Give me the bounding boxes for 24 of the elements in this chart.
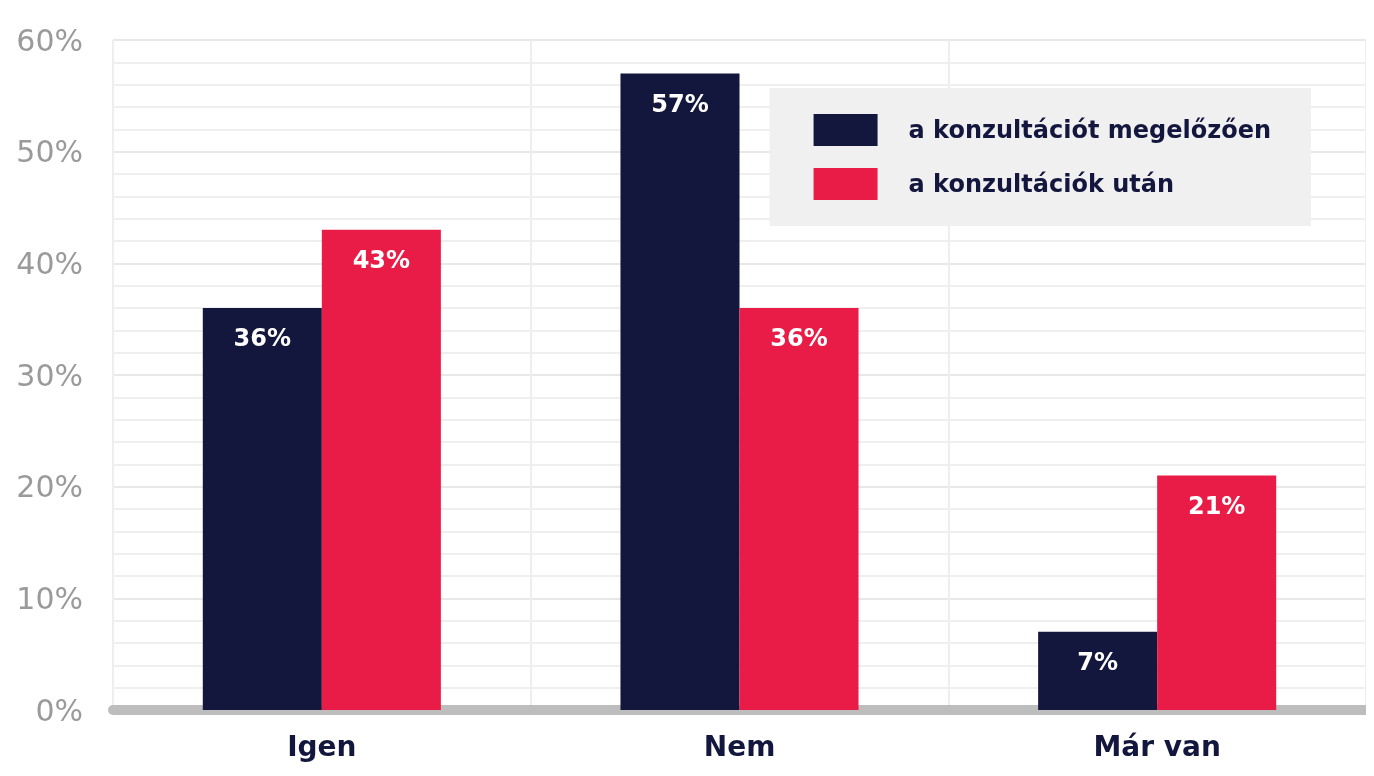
y-tick-label: 60% <box>16 22 83 58</box>
bar <box>202 308 322 710</box>
y-tick-label: 40% <box>16 245 83 281</box>
bar <box>739 308 859 710</box>
bar <box>321 229 441 710</box>
y-tick-label: 0% <box>35 692 83 728</box>
bar <box>620 73 740 710</box>
x-tick-label: Igen <box>287 729 357 763</box>
data-label: 43% <box>352 245 411 274</box>
bar <box>1038 631 1158 710</box>
data-label: 7% <box>1077 647 1119 676</box>
legend-label: a konzultációt megelőzően <box>908 116 1271 144</box>
x-tick-label: Már van <box>1093 729 1221 763</box>
bar <box>1157 475 1277 710</box>
data-label: 36% <box>770 324 828 352</box>
x-tick-label: Nem <box>703 729 776 763</box>
data-label: 36% <box>233 324 292 352</box>
data-label: 57% <box>651 89 709 118</box>
y-tick-label: 50% <box>16 134 83 170</box>
data-label: 21% <box>1187 491 1246 520</box>
legend-label: a konzultációk után <box>908 170 1175 198</box>
y-tick-label: 10% <box>16 580 83 616</box>
y-tick-label: 20% <box>16 469 83 505</box>
y-tick-label: 30% <box>16 357 83 393</box>
